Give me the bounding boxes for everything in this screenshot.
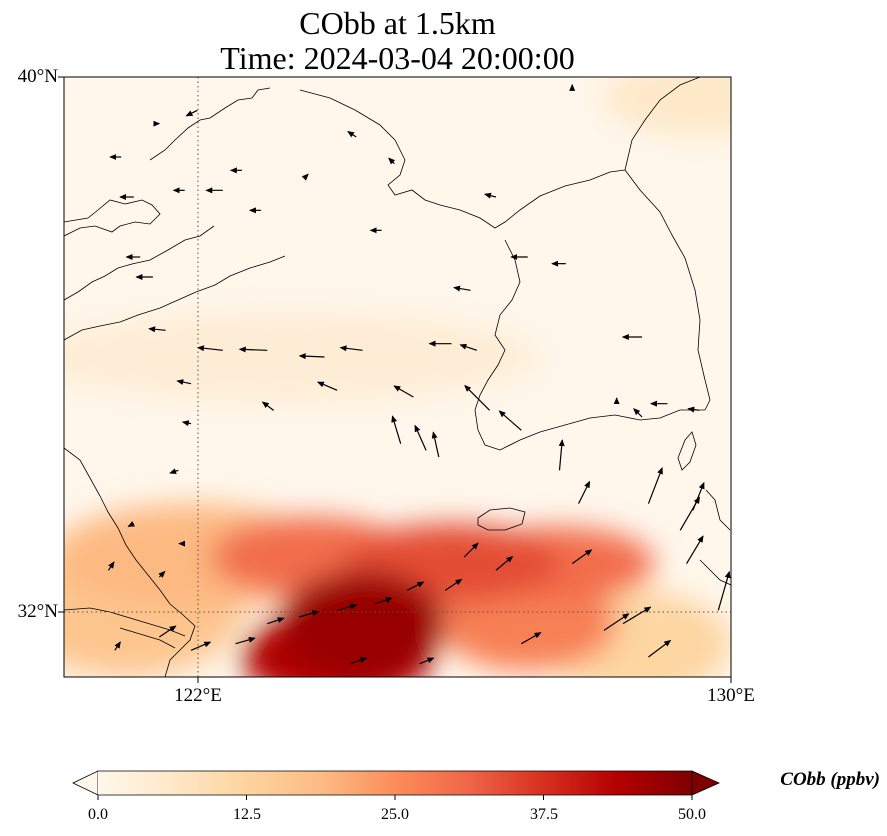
map-frame	[63, 76, 732, 678]
wind-arrow	[444, 578, 463, 591]
wind-arrow	[298, 353, 325, 360]
wind-arrow	[571, 549, 593, 565]
wind-arrow	[603, 613, 630, 631]
lon-label-130e: 130°E	[707, 685, 755, 706]
wind-arrow	[107, 561, 115, 571]
wind-arrow	[717, 570, 731, 611]
wind-arrow	[521, 632, 542, 645]
wind-arrow	[197, 345, 223, 352]
wind-arrow	[169, 468, 179, 475]
wind-arrow	[235, 636, 256, 645]
concentration-blob	[280, 570, 446, 677]
wind-arrow	[686, 535, 704, 564]
wind-arrow	[336, 603, 358, 611]
wind-arrow	[148, 326, 166, 333]
wind-arrow	[633, 408, 643, 418]
wind-arrow	[414, 424, 427, 451]
wind-arrow	[301, 173, 309, 181]
colorbar-tick-label: 50.0	[678, 806, 706, 823]
colorbar-tick-label: 12.5	[233, 806, 261, 823]
wind-arrow	[648, 639, 672, 658]
wind-arrow	[267, 617, 285, 625]
wind-arrow	[388, 157, 396, 165]
wind-arrow	[453, 285, 471, 292]
wind-arrow	[261, 401, 274, 411]
shandong-peninsula	[64, 255, 286, 341]
korea-north-east-coast	[624, 77, 701, 171]
wind-arrow	[393, 385, 414, 398]
wind-arrow	[419, 657, 435, 665]
wind-arrow	[349, 657, 368, 665]
wind-arrow	[622, 606, 652, 625]
korea-east-coast	[624, 169, 711, 411]
colorbar-upper-extension	[691, 770, 720, 796]
kyushu-coast-2	[699, 559, 731, 586]
colorbar-tick-label: 0.0	[88, 806, 108, 823]
wind-arrow	[158, 570, 166, 578]
wind-arrow	[114, 641, 121, 651]
wind-arrow	[185, 109, 198, 117]
wind-arrow	[647, 466, 663, 504]
colorbar-lower-extension	[72, 770, 99, 796]
colorbar-label: CObb (ppbv)	[780, 769, 880, 790]
korea-nw-coast	[299, 89, 626, 229]
jeju-island	[477, 507, 526, 531]
yangtze-estuary-south	[119, 627, 176, 649]
wind-arrow	[578, 480, 591, 504]
tsushima-island	[677, 431, 697, 471]
liaodong-peninsula	[149, 87, 271, 161]
wind-arrow	[181, 420, 192, 427]
wind-arrow	[375, 597, 393, 605]
wind-arrow	[687, 406, 700, 413]
lat-label-40n: 40°N	[17, 66, 58, 87]
axis-ticks	[58, 76, 732, 683]
plot-area	[64, 77, 731, 677]
wind-arrow	[347, 130, 357, 138]
wind-arrow	[238, 346, 268, 353]
map-title-line2: Time: 2024-03-04 20:00:00	[220, 40, 575, 76]
wind-arrow	[463, 542, 479, 558]
wind-arrow	[298, 610, 320, 618]
lat-label-32n: 32°N	[17, 601, 58, 622]
wind-arrow	[391, 415, 402, 444]
wind-arrow	[498, 410, 522, 431]
wind-arrow	[176, 379, 192, 386]
map-title-line1: CObb at 1.5km	[299, 5, 496, 41]
china-north-coast	[64, 199, 161, 237]
colorbar-body	[98, 771, 692, 795]
wind-arrow	[692, 481, 705, 511]
colorbar	[72, 770, 720, 800]
wind-arrow	[406, 581, 425, 591]
wind-arrow	[190, 641, 212, 651]
colorbar-tick-label: 37.5	[530, 806, 558, 823]
wind-arrow	[127, 521, 136, 527]
wind-arrow	[483, 192, 497, 199]
wind-arrow	[459, 343, 478, 351]
korea-west-coast	[474, 239, 705, 451]
wind-arrow	[339, 345, 363, 352]
wind-arrow	[316, 381, 338, 391]
kyushu-coast	[705, 489, 731, 531]
wind-arrow	[431, 431, 440, 458]
wind-vectors	[107, 83, 731, 665]
wind-arrow	[495, 555, 514, 571]
bohai-west-coast	[64, 225, 215, 301]
lon-label-122e: 122°E	[174, 685, 222, 706]
china-east-coast	[64, 447, 196, 677]
wind-arrow	[158, 625, 177, 638]
gridlines	[64, 77, 731, 677]
wind-arrow	[464, 384, 491, 411]
colorbar-tick-label: 25.0	[381, 806, 409, 823]
coastlines	[64, 77, 731, 677]
wind-arrow	[558, 439, 565, 471]
concentration-blob	[603, 77, 731, 137]
